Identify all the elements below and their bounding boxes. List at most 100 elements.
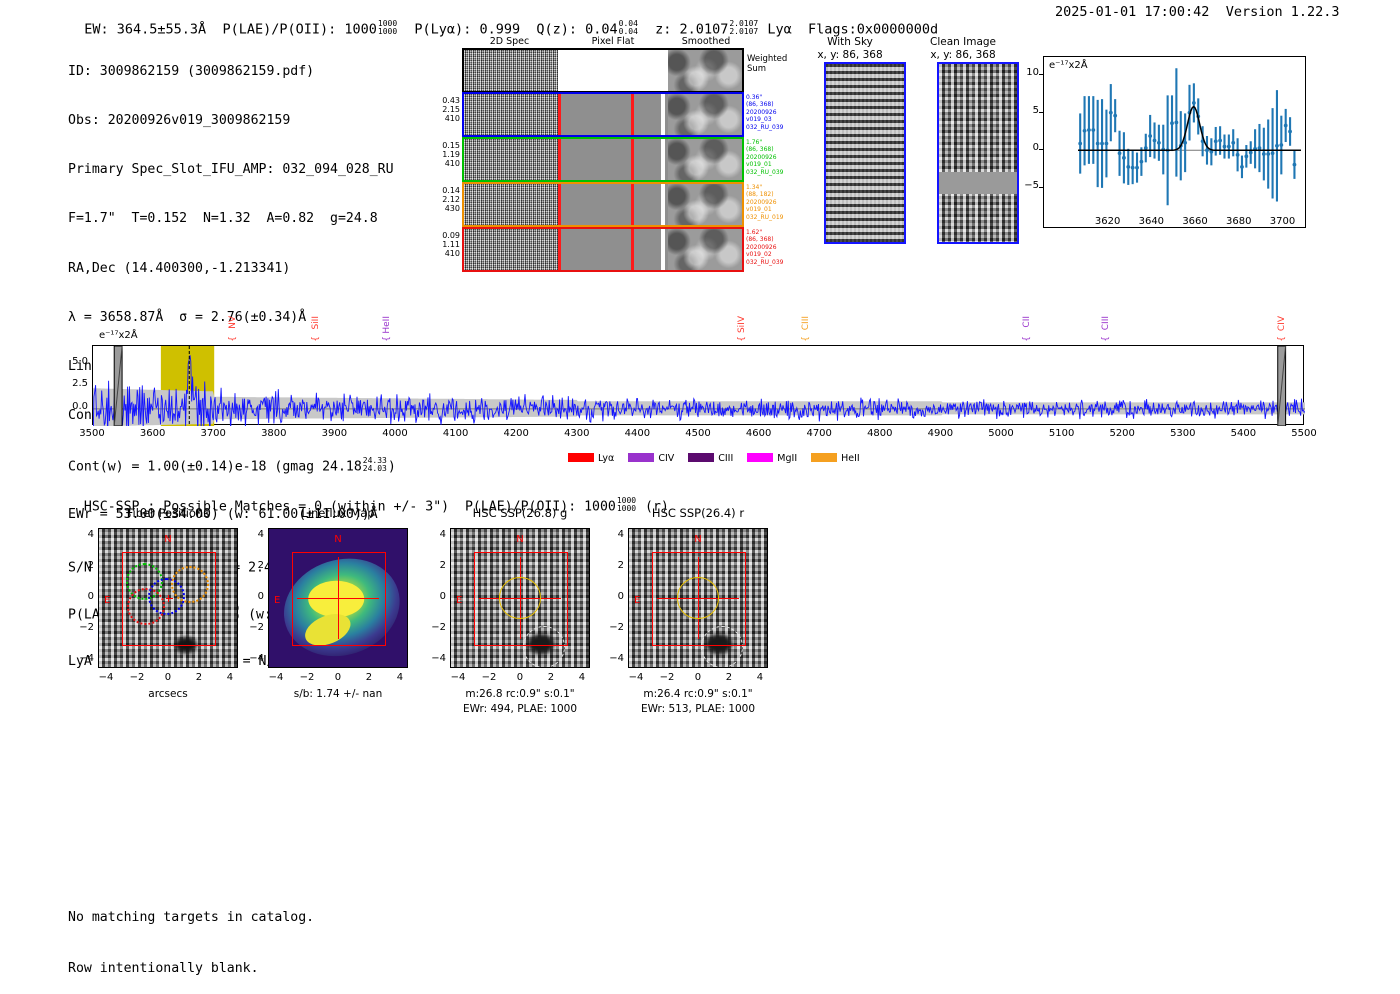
- legend-swatch: [568, 453, 594, 462]
- fiber-center-marker: [631, 184, 635, 225]
- zoom-xtick: 3620: [1094, 216, 1121, 227]
- spectrum-xtick: 4000: [382, 428, 408, 439]
- header-summary-line: EW: 364.5±55.3Å P(LAE)/P(OII): 1000 1000 1…: [68, 4, 938, 38]
- fiber-row-meta: 1.34" (88, 182) 20200926 v019_01 032_RU_019: [746, 184, 784, 221]
- fiber-row-stats: 0.43 2.15 410: [442, 96, 460, 123]
- header-timestamp: 2025-01-01 17:00:42: [1055, 4, 1210, 20]
- cutout-xtick: 0: [164, 672, 172, 683]
- cutout-ytick: −2: [79, 621, 94, 633]
- emission-line-label: CIII: [1101, 316, 1112, 331]
- legend-swatch: [688, 453, 715, 462]
- spectrum-ytick: 2.5: [72, 378, 88, 390]
- info-ewr: EWr = 53.00(±34.00) (w: 61.00(±11.00))Å: [68, 506, 378, 522]
- emission-line-bracket: {: [382, 336, 393, 342]
- spectrum-xtick: 5100: [1048, 428, 1075, 439]
- cutout-xtick: 4: [578, 672, 586, 683]
- fiber-smoothed: [667, 184, 743, 225]
- twod-spectrum-montage: 2D Spec Pixel Flat Smoothed Weighted Sum …: [432, 36, 787, 272]
- fiber-2dspec: [464, 229, 559, 270]
- weighted-sum-strip: [462, 48, 744, 93]
- info-seeing: F=1.7" T=0.152 N=1.32 A=0.82 g=24.8: [68, 211, 378, 227]
- cutout-ytick: 0: [617, 590, 624, 602]
- cutout-xtick: 4: [226, 672, 234, 683]
- crosshair-horizontal: [296, 598, 380, 600]
- emission-line-bracket: {: [736, 336, 747, 342]
- info-id: ID: 3009862159 (3009862159.pdf): [68, 63, 315, 79]
- weighted-sum-pixelflat: [558, 50, 668, 91]
- cutout-xtick: 2: [725, 672, 733, 683]
- cutout-ytick: 2: [617, 559, 624, 571]
- clean-image-gap: [939, 172, 1017, 194]
- spectrum-xtick: 4500: [685, 428, 711, 439]
- emission-line-bracket: {: [310, 336, 321, 342]
- header-plae-label: P(LAE)/P(OII): 1000: [222, 21, 377, 38]
- legend-entry: CIV: [628, 453, 674, 464]
- line-zoom-plot: e⁻¹⁷x2Å: [1043, 56, 1306, 228]
- emission-line-bracket: {: [228, 336, 239, 342]
- legend-label: HeII: [841, 453, 860, 464]
- zoom-xtick: 3680: [1226, 216, 1252, 227]
- spectrum-xtick: 5500: [1291, 428, 1317, 439]
- fiber-row-stats: 0.09 1.11 410: [442, 231, 460, 258]
- fiber-center-marker: [631, 139, 635, 180]
- zoom-xtick: 3660: [1182, 216, 1208, 227]
- fiber-smoothed: [667, 229, 743, 270]
- montage-title-2dspec: 2D Spec: [489, 36, 530, 47]
- cutout-xtick: −4: [98, 672, 114, 683]
- spectrum-ytick: 0.0: [72, 400, 88, 412]
- header-z-fraction: 2.0107 2.0107: [729, 19, 759, 36]
- legend-swatch: [747, 453, 774, 462]
- fiber-row-stats: 0.15 1.19 410: [442, 141, 460, 168]
- ifu-footprint-box: [291, 551, 386, 646]
- fiber-left-marker: [558, 139, 562, 180]
- fiber-right-gap: [661, 184, 666, 225]
- emission-line-bracket: {: [1276, 336, 1287, 342]
- header-version: Version 1.22.3: [1225, 4, 1340, 20]
- cutout-ytick: −4: [79, 652, 94, 664]
- spectrum-canvas: [93, 346, 1305, 426]
- fiber-circle: [171, 566, 209, 604]
- fiber-center-marker: [631, 94, 635, 135]
- fiber-row-meta: 1.62" (86, 368) 20200926 v019_02 032_RU_039: [746, 229, 784, 266]
- cutout-caption: m:26.4 rc:0.9" s:0.1": [643, 688, 753, 700]
- zoom-ytick: 10: [1026, 67, 1039, 79]
- spectrum-xtick: 4600: [745, 428, 772, 439]
- cutout-xtick: 4: [396, 672, 404, 683]
- cutout-caption: EWr: 513, PLAE: 1000: [640, 703, 756, 715]
- legend-swatch: [628, 453, 655, 462]
- cutout-xtick: 2: [195, 672, 203, 683]
- compass-east: E: [274, 595, 281, 607]
- emission-line-label: HeII: [382, 316, 393, 334]
- compass-east: E: [104, 595, 111, 607]
- emission-line-label: NV: [228, 316, 239, 329]
- fiber-left-marker: [558, 229, 562, 270]
- fiber-smoothed: [667, 94, 743, 135]
- neighbor-source: [174, 636, 197, 653]
- footer-line-1: No matching targets in catalog.: [68, 910, 315, 925]
- spectrum-xtick: 5400: [1230, 428, 1257, 439]
- fiber-row-meta: 0.36" (86, 368) 20200926 v019_03 032_RU_039: [746, 94, 784, 131]
- cutout-xtick: 0: [516, 672, 524, 683]
- zoom-xtick: 3700: [1269, 216, 1296, 227]
- header-line-name: Lyα: [767, 21, 792, 38]
- compass-north: N: [694, 534, 702, 545]
- emission-line-label: SiIV: [736, 316, 747, 334]
- cutout-xtick: 2: [547, 672, 555, 683]
- legend-entry: Lyα: [568, 453, 614, 464]
- zoom-ytick: 0: [1032, 142, 1039, 154]
- fiber-right-gap: [661, 229, 666, 270]
- cutout-xtick: −4: [268, 672, 284, 683]
- spectrum-xtick: 5300: [1170, 428, 1196, 439]
- with-sky-title: With Sky x, y: 86, 368: [817, 36, 883, 61]
- cutout-ytick: −2: [609, 621, 624, 633]
- info-radec: RA,Dec (14.400300,-1.213341): [68, 260, 291, 276]
- cutout-ytick: −4: [609, 652, 624, 664]
- montage-title-pixelflat: Pixel Flat: [591, 36, 635, 47]
- zoom-ytick-mark: [1039, 111, 1043, 113]
- detection-info-block: ID: 3009862159 (3009862159.pdf) Obs: 202…: [68, 31, 396, 687]
- header-plae-fraction: 1000 1000: [377, 19, 398, 36]
